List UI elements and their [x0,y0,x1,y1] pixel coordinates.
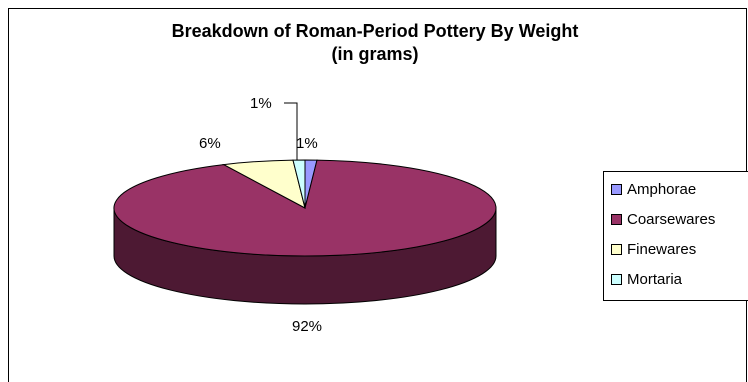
legend-label-finewares: Finewares [627,240,697,258]
legend-swatch-mortaria [611,273,622,285]
data-label-finewares: 6% [199,135,221,152]
data-label-mortaria: 1% [250,95,272,112]
legend-item-finewares: Finewares [611,238,696,260]
pie-slice-mortaria [292,159,306,209]
data-label-coarsewares: 92% [292,318,322,335]
chart-title: Breakdown of Roman-Period Pottery By Wei… [0,20,748,66]
legend-label-amphorae: Amphorae [627,180,697,198]
legend-label-coarsewares: Coarsewares [627,210,716,228]
mortaria-leader-line [284,102,298,160]
chart-legend: Amphorae Coarsewares Finewares Mortaria [603,171,748,301]
chart-title-line2: (in grams) [331,44,419,64]
legend-swatch-finewares [611,243,622,255]
data-label-amphorae: 1% [296,135,318,152]
legend-label-mortaria: Mortaria [627,270,683,288]
legend-swatch-amphorae [611,183,622,195]
legend-swatch-coarsewares [611,213,622,225]
chart-title-line1: Breakdown of Roman-Period Pottery By Wei… [171,21,579,41]
legend-item-amphorae: Amphorae [611,178,696,200]
legend-item-mortaria: Mortaria [611,268,682,290]
legend-item-coarsewares: Coarsewares [611,208,715,230]
